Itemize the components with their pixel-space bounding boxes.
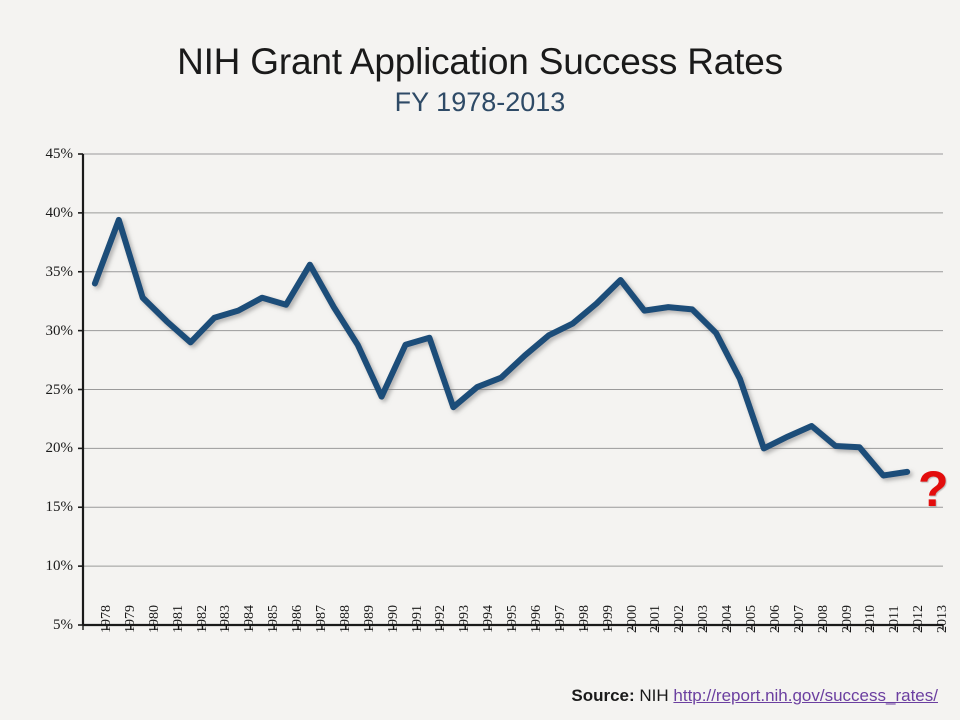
x-axis-tick-label: 2008 (815, 605, 831, 633)
x-axis-tick-label: 1997 (552, 605, 568, 633)
y-axis-tick-label: 40% (45, 204, 74, 221)
x-axis-tick-label: 2010 (863, 605, 879, 633)
x-axis-ticks (82, 625, 944, 630)
x-axis-tick-label: 1993 (457, 605, 473, 633)
x-axis-tick-label: 2009 (839, 605, 855, 633)
y-axis-tick-label: 25% (45, 381, 74, 398)
source-attribution: Source: NIH http://report.nih.gov/succes… (571, 686, 938, 706)
x-axis-tick-label: 1987 (313, 605, 329, 633)
axis-lines (78, 153, 943, 627)
unknown-value-annotation: ? (918, 460, 949, 517)
x-axis-tick-label: 2000 (624, 605, 640, 633)
y-axis-tick-label: 20% (45, 440, 74, 457)
x-axis-tick-label: 2005 (743, 605, 759, 633)
x-axis-tick-label: 2013 (935, 605, 951, 633)
x-axis-tick-label: 1983 (218, 605, 234, 633)
x-axis-tick-label: 1991 (409, 605, 425, 633)
x-axis-tick-label: 1979 (122, 605, 138, 633)
source-label: Source: (571, 686, 635, 705)
x-axis-tick-label: 2003 (696, 605, 712, 633)
x-axis-tick-label: 1996 (528, 605, 544, 633)
x-axis-tick-label: 1989 (361, 605, 377, 633)
data-series-line (91, 216, 911, 479)
y-axis-tick-label: 5% (53, 617, 73, 633)
y-axis-tick-label: 10% (45, 558, 74, 575)
x-axis-tick-label: 1994 (481, 605, 497, 633)
x-axis-tick-label: 1998 (576, 605, 592, 633)
x-axis-tick-label: 1990 (385, 605, 401, 633)
x-axis-tick-label: 2012 (911, 605, 927, 633)
x-axis-tick-label: 1999 (600, 605, 616, 633)
y-axis-tick-label: 45% (45, 146, 74, 162)
source-link[interactable]: http://report.nih.gov/success_rates/ (673, 686, 938, 705)
x-axis-tick-label: 1978 (98, 605, 114, 633)
page-title: NIH Grant Application Success Rates (177, 41, 783, 82)
chart-subtitle: FY 1978-2013 (394, 86, 566, 117)
source-organization: NIH (639, 686, 669, 705)
title-block: NIH Grant Application Success Rates FY 1… (0, 42, 960, 117)
x-axis-tick-label: 2006 (767, 605, 783, 633)
series-success-rate (91, 216, 911, 479)
y-axis-tick-label: 15% (45, 499, 74, 516)
x-axis-tick-label: 2001 (648, 605, 664, 633)
x-axis-tick-label: 2011 (887, 605, 903, 633)
x-axis-tick-label: 2004 (720, 605, 736, 633)
gridlines (83, 153, 943, 626)
x-axis-tick-label: 1995 (505, 605, 521, 633)
x-axis-tick-label: 2007 (791, 605, 807, 633)
x-axis-tick-label: 1992 (433, 605, 449, 633)
x-axis-tick-label: 2002 (672, 605, 688, 633)
x-axis-tick-label: 1982 (194, 605, 210, 633)
x-axis-tick-label: 1986 (290, 605, 306, 633)
x-axis-tick-label: 1980 (146, 605, 162, 633)
x-axis-tick-label: 1985 (266, 605, 282, 633)
y-axis-tick-label: 35% (45, 263, 74, 280)
x-axis-tick-label: 1988 (337, 605, 353, 633)
x-axis-tick-label: 1981 (170, 605, 186, 633)
y-axis-tick-label: 30% (45, 322, 74, 339)
x-axis-tick-label: 1984 (242, 605, 258, 633)
